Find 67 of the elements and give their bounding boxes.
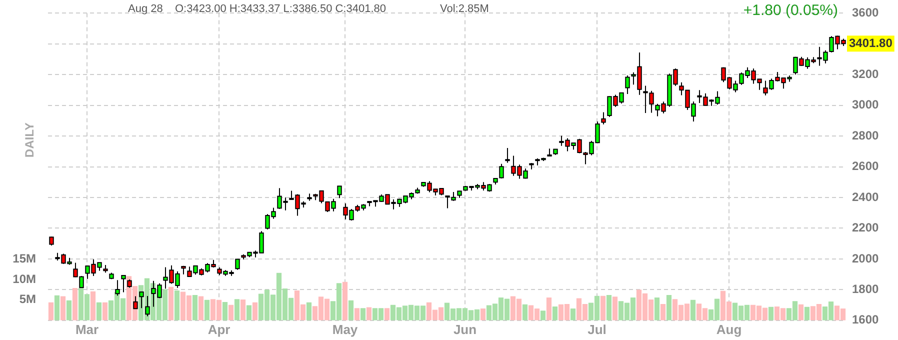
bar bbox=[222, 302, 228, 320]
bar bbox=[804, 306, 810, 320]
bar bbox=[66, 300, 72, 320]
x-tick-label: May bbox=[332, 322, 358, 337]
bar bbox=[522, 304, 528, 320]
bar bbox=[690, 300, 696, 320]
bar bbox=[204, 300, 210, 320]
bar bbox=[600, 296, 606, 320]
y-tick-label: 2400 bbox=[852, 190, 880, 204]
bar bbox=[654, 297, 660, 320]
bar bbox=[570, 308, 576, 320]
bar bbox=[72, 288, 78, 320]
bar bbox=[168, 286, 174, 320]
y-tick-label: 2000 bbox=[852, 251, 880, 266]
text: 3401.80 bbox=[849, 36, 893, 50]
bar bbox=[240, 300, 246, 320]
bar bbox=[606, 295, 612, 320]
bar bbox=[354, 308, 360, 320]
bar bbox=[666, 295, 672, 320]
bar bbox=[384, 308, 390, 320]
text: DAILY bbox=[22, 122, 36, 158]
bar bbox=[768, 306, 774, 320]
x-tick-label: Apr bbox=[208, 322, 230, 337]
bar bbox=[228, 304, 234, 320]
x-tick-label: Jun bbox=[453, 322, 477, 337]
x-tick-label: Jul bbox=[588, 322, 606, 337]
x-tick-label: Mar bbox=[75, 322, 99, 337]
x-tick-label: Aug bbox=[716, 322, 742, 337]
y-tick-label: 3200 bbox=[852, 66, 880, 81]
bar bbox=[54, 295, 60, 320]
annotation: O:3423.00 H:3433.37 L:3386.50 C:3401.80 bbox=[175, 3, 386, 16]
y2-tick-label: 15M bbox=[12, 251, 36, 266]
annotation: +1.80 (0.05%) bbox=[743, 2, 838, 20]
bar bbox=[192, 295, 198, 320]
bar bbox=[306, 302, 312, 320]
y2-tick-label: 10M bbox=[12, 272, 36, 286]
bar bbox=[540, 310, 546, 320]
bar bbox=[246, 305, 252, 320]
bar bbox=[234, 299, 240, 320]
bar bbox=[252, 302, 258, 320]
bar bbox=[612, 296, 618, 320]
bar bbox=[366, 307, 372, 320]
bar bbox=[360, 308, 366, 320]
bar bbox=[798, 304, 804, 320]
bar bbox=[174, 290, 180, 320]
annotation: Vol:2.85M bbox=[440, 3, 489, 16]
y-tick-label: 2200 bbox=[852, 220, 880, 235]
bar bbox=[342, 282, 348, 320]
bar bbox=[480, 308, 486, 320]
bar bbox=[60, 296, 66, 320]
y-tick-label: 2600 bbox=[852, 159, 880, 174]
bar bbox=[48, 302, 54, 320]
bar bbox=[348, 300, 354, 320]
bar bbox=[198, 296, 204, 320]
bar bbox=[90, 291, 96, 320]
y-tick-label: 1600 bbox=[852, 312, 880, 327]
bar bbox=[552, 306, 558, 320]
bar bbox=[546, 297, 552, 320]
bar bbox=[102, 302, 108, 320]
y-tick-label: 3600 bbox=[852, 6, 880, 20]
bar bbox=[96, 302, 102, 320]
annotation: Aug 28 bbox=[128, 3, 163, 16]
y-tick-label: 1800 bbox=[852, 282, 880, 296]
y-tick-label: 2800 bbox=[852, 128, 880, 142]
y2-tick-label: 5M bbox=[19, 292, 36, 306]
bar bbox=[660, 304, 666, 320]
y-tick-label: 3000 bbox=[852, 98, 880, 112]
